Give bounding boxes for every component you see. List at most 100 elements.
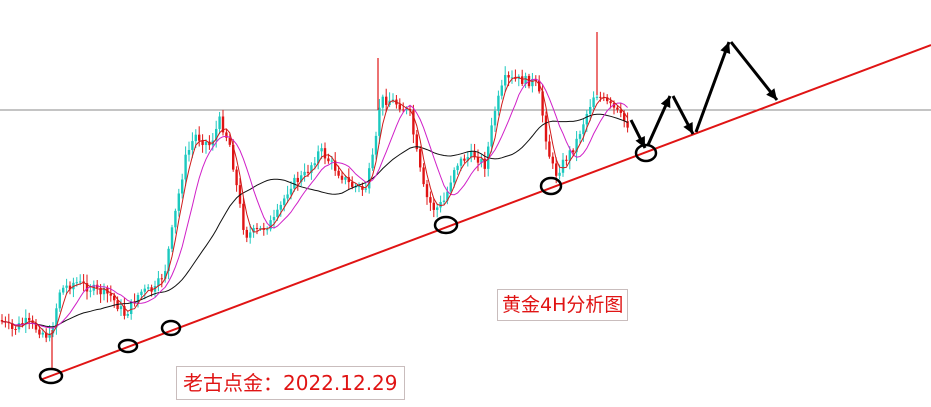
candle-body xyxy=(45,332,48,338)
support-touch-circle xyxy=(160,319,182,337)
candle-body xyxy=(75,282,78,284)
chart-title: 黄金4H分析图 xyxy=(502,294,624,316)
support-touch-circle xyxy=(38,367,64,385)
candle-body xyxy=(463,158,466,161)
candle-body xyxy=(62,287,65,293)
candle-body xyxy=(357,186,361,188)
candle-body xyxy=(473,151,476,158)
candle-body xyxy=(303,171,306,176)
candle-body xyxy=(317,151,320,164)
candle-body xyxy=(99,287,102,295)
candle-body xyxy=(561,159,565,173)
candle-body xyxy=(340,175,344,180)
candle-body xyxy=(555,163,558,176)
candle-body xyxy=(266,229,269,231)
candle-body xyxy=(436,207,439,210)
candle-body xyxy=(109,293,112,296)
candle-body xyxy=(599,96,602,98)
candle-body xyxy=(449,182,452,192)
candle-body xyxy=(272,216,276,221)
candle-body xyxy=(551,156,554,164)
candle-body xyxy=(572,150,575,153)
candle-body xyxy=(497,95,500,111)
candle-body xyxy=(28,317,31,321)
candle-body xyxy=(306,171,310,173)
candle-body xyxy=(541,91,544,116)
candle-body xyxy=(21,323,24,325)
candle-body xyxy=(531,78,534,87)
ma-mid-line xyxy=(1,78,628,329)
candle-body xyxy=(330,160,333,162)
candle-body xyxy=(483,158,486,169)
candle-body xyxy=(228,137,231,145)
candle-body xyxy=(514,77,517,79)
forecast-arrow xyxy=(694,41,731,133)
candle-body xyxy=(174,210,177,228)
candle-body xyxy=(191,141,194,150)
candle-body xyxy=(493,110,497,126)
candle-body xyxy=(351,182,354,187)
support-touch-circle xyxy=(539,176,563,196)
candle-body xyxy=(432,202,435,210)
candle-body xyxy=(337,170,340,176)
candle-body xyxy=(558,172,561,176)
forecast-arrow xyxy=(729,41,779,101)
candle-body xyxy=(592,97,595,107)
candle-body xyxy=(48,333,51,338)
candle-body xyxy=(201,140,204,145)
candle-body xyxy=(415,134,418,150)
candle-body xyxy=(235,169,238,186)
candle-body xyxy=(606,97,609,102)
candle-body xyxy=(113,295,116,301)
candle-body xyxy=(412,110,415,135)
candle-body xyxy=(364,188,367,190)
candle-body xyxy=(544,115,548,142)
candle-body xyxy=(453,170,456,183)
candle-body xyxy=(538,80,541,92)
candle-body xyxy=(215,128,218,141)
candle-body xyxy=(123,306,126,316)
candle-body xyxy=(510,77,514,79)
forecast-arrowhead xyxy=(720,42,731,54)
forecast-arrowhead xyxy=(766,88,777,100)
ma-fast-line xyxy=(1,76,629,336)
candle-body xyxy=(398,104,401,110)
candle-body xyxy=(249,232,252,238)
candle-body xyxy=(279,204,282,210)
candle-body xyxy=(55,308,58,328)
candle-body xyxy=(177,193,180,211)
candle-body xyxy=(164,271,167,279)
rising-trendline xyxy=(39,44,931,381)
support-touch-circle xyxy=(634,143,658,163)
support-touch-circle xyxy=(433,215,459,235)
candle-body xyxy=(242,203,245,230)
candle-body xyxy=(371,154,374,169)
candle-body xyxy=(419,149,422,168)
candle-body xyxy=(283,198,286,205)
candle-body xyxy=(286,194,289,199)
candle-body xyxy=(578,134,582,139)
candle-body xyxy=(548,141,551,157)
candle-body xyxy=(143,288,146,292)
candle-body xyxy=(51,327,55,334)
candle-body xyxy=(429,197,432,203)
candle-body xyxy=(504,75,507,86)
candle-body xyxy=(534,78,537,81)
candle-body xyxy=(296,177,299,183)
candle-body xyxy=(585,113,588,125)
candle-body xyxy=(313,163,316,166)
candle-body xyxy=(184,154,187,180)
candle-body xyxy=(323,148,327,159)
candle-body xyxy=(252,227,255,233)
candle-body xyxy=(616,107,619,110)
candle-body xyxy=(368,168,371,189)
author-date-label: 老古点金：2022.12.29 xyxy=(183,371,398,395)
candle-body xyxy=(85,283,89,292)
candle-body xyxy=(218,116,221,129)
candle-body xyxy=(170,227,174,249)
candle-body xyxy=(374,135,378,155)
candle-body xyxy=(500,85,503,96)
candle-body xyxy=(507,75,510,78)
candle-body xyxy=(11,323,14,329)
